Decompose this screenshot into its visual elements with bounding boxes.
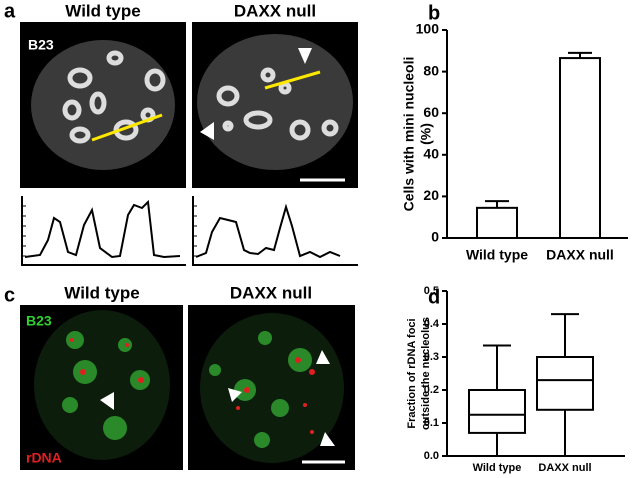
nucleus-image [34,310,170,460]
nucleus-image [197,34,353,170]
y-tick-label: 0 [431,229,439,245]
x-tick-label: Wild type [466,247,528,263]
y-tick-label: 0.2 [424,384,439,396]
arrowhead [316,350,330,364]
y-tick-label: 0.5 [424,285,439,297]
arrowhead [320,432,335,446]
profile-line [264,70,321,90]
arrowhead [228,388,242,402]
arrowhead [100,392,114,410]
y-tick-label: 80 [423,62,439,78]
x-tick-label: DAXX null [538,462,591,474]
y-tick-label: 40 [423,146,439,162]
panel-label: a [4,0,16,22]
x-tick-label: Wild type [473,462,522,474]
bar [476,206,518,239]
y-tick-label: 20 [423,187,439,203]
stain-label: rDNA [26,450,62,466]
y-tick-label: 0.4 [424,318,440,330]
y-axis-label: Cells with mini nucleoli [401,57,417,212]
y-tick-label: 0.0 [424,450,439,462]
nucleus-image [31,40,175,170]
y-axis-label: Fraction of rDNA foci [406,318,418,428]
image-title: Wild type [65,1,140,20]
profile-line [91,113,163,142]
nucleus-image [200,313,344,463]
y-axis-label: (%) [418,123,434,145]
arrowhead [298,48,312,64]
arrowhead [200,122,214,140]
y-tick-label: 0.1 [424,417,439,429]
image-title: DAXX null [234,1,316,20]
y-tick-label: 0.3 [424,351,439,363]
bar [559,57,601,239]
panel-label: d [428,286,440,308]
stain-label: B23 [28,37,54,53]
panel-label: c [4,284,15,306]
image-title: DAXX null [230,283,312,302]
image-title: Wild type [64,283,139,302]
stain-label: B23 [26,313,52,329]
y-axis-label: outside the nucleolus [420,317,432,430]
y-tick-label: 60 [423,104,439,120]
line-profile [21,196,358,266]
box [468,389,526,434]
y-tick-label: 100 [416,21,440,37]
panel-label: b [428,2,440,24]
x-tick-label: DAXX null [546,247,614,263]
box [536,356,594,411]
